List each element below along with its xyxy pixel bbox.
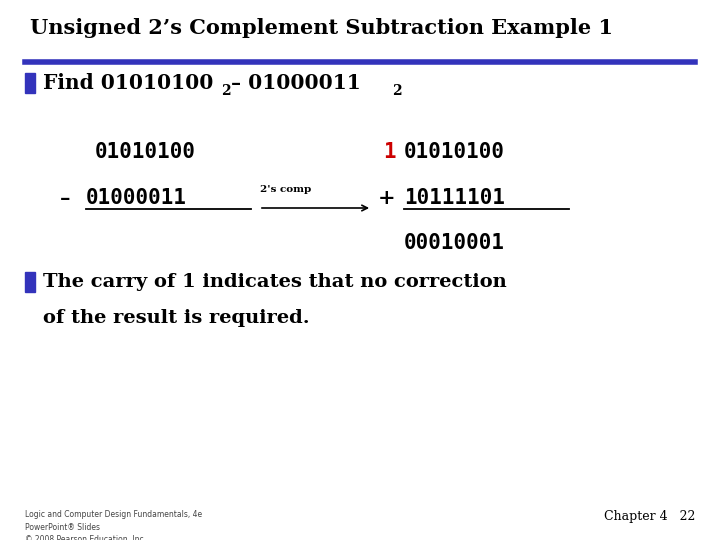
Text: – 01000011: – 01000011 <box>231 73 361 93</box>
Bar <box>25 73 35 93</box>
Text: –: – <box>60 188 71 208</box>
Text: 1: 1 <box>383 142 395 162</box>
Text: 01010100: 01010100 <box>404 142 505 162</box>
Text: Find 01010100: Find 01010100 <box>43 73 213 93</box>
Text: 00010001: 00010001 <box>404 233 505 253</box>
Text: Logic and Computer Design Fundamentals, 4e
PowerPoint® Slides
© 2008 Pearson Edu: Logic and Computer Design Fundamentals, … <box>25 510 202 540</box>
Bar <box>25 272 35 292</box>
Text: +: + <box>378 188 395 208</box>
Text: 01010100: 01010100 <box>95 142 196 162</box>
Text: 10111101: 10111101 <box>404 188 505 208</box>
Text: Unsigned 2’s Complement Subtraction Example 1: Unsigned 2’s Complement Subtraction Exam… <box>30 18 613 38</box>
Text: The carry of 1 indicates that no correction: The carry of 1 indicates that no correct… <box>43 273 507 291</box>
Text: 2: 2 <box>392 84 402 98</box>
Text: 2's comp: 2's comp <box>260 186 311 194</box>
Text: 01000011: 01000011 <box>86 188 187 208</box>
Text: of the result is required.: of the result is required. <box>43 309 310 327</box>
Text: 2: 2 <box>222 84 231 98</box>
Text: Chapter 4   22: Chapter 4 22 <box>603 510 695 523</box>
